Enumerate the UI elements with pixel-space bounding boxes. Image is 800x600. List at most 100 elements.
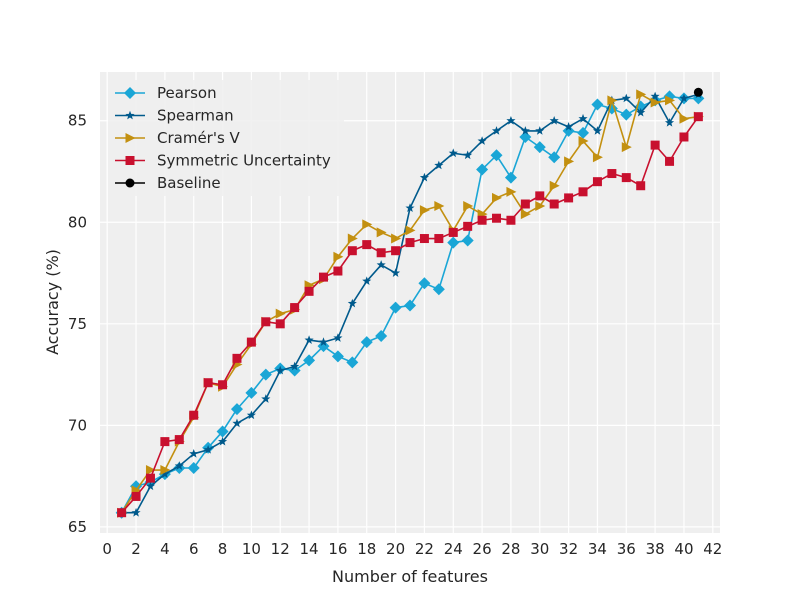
x-tick-label: 16 [328,540,347,558]
legend-label: Cramér's V [157,129,241,147]
data-point-pearson [548,151,561,164]
data-point-cramer-s-v [506,186,517,197]
legend-marker [125,110,135,120]
data-point-spearman [419,172,429,182]
data-point-cramer-s-v [549,180,560,191]
data-point-spearman [405,203,415,212]
data-point-symmetric-uncertainty [174,435,184,445]
data-point-symmetric-uncertainty [304,286,314,296]
data-point-symmetric-uncertainty [607,169,617,179]
data-point-cramer-s-v [333,251,344,262]
y-tick-label: 70 [68,416,87,434]
data-point-cramer-s-v [564,156,575,167]
data-point-pearson [245,386,258,399]
series-baseline [693,87,703,97]
data-point-symmetric-uncertainty [232,353,242,363]
data-point-spearman [679,93,689,103]
data-point-pearson [187,462,200,475]
data-point-spearman [232,418,242,428]
data-point-symmetric-uncertainty [477,215,487,225]
data-point-cramer-s-v [679,113,690,124]
data-point-pearson [620,108,633,121]
data-point-symmetric-uncertainty [679,132,689,142]
data-point-cramer-s-v [492,192,503,203]
data-point-cramer-s-v [621,142,632,153]
data-point-spearman [275,365,285,375]
x-tick-label: 36 [617,540,636,558]
data-point-symmetric-uncertainty [419,234,429,244]
data-point-symmetric-uncertainty [636,181,646,191]
data-point-baseline [693,87,703,97]
x-tick-label: 38 [646,540,665,558]
data-point-symmetric-uncertainty [506,215,516,225]
x-tick-label: 20 [386,540,405,558]
data-point-spearman [145,481,156,491]
data-point-spearman [636,107,646,117]
data-point-spearman [621,93,631,103]
data-point-spearman [203,444,213,454]
data-point-pearson [303,354,316,367]
data-point-spearman [650,91,660,101]
x-tick-label: 42 [703,540,722,558]
x-tick-label: 34 [588,540,607,558]
data-point-symmetric-uncertainty [145,473,155,483]
data-point-cramer-s-v [636,89,647,100]
data-point-cramer-s-v [578,136,589,147]
data-point-symmetric-uncertainty [621,173,631,183]
data-point-spearman [564,122,574,131]
legend: Pearson Spearman Cramér's V Symmetric Uncer… [108,80,344,196]
data-point-cramer-s-v [391,233,402,244]
legend-item-spearman: Spearman [115,107,234,125]
y-axis-ticks: 65 70 75 80 85 [68,112,87,536]
x-axis-ticks: 0 2 4 6 8 10 12 14 16 18 20 22 24 26 28 30 32 34 36 38 40 42 [102,540,722,558]
y-tick-label: 85 [68,112,87,130]
x-tick-label: 28 [501,540,520,558]
data-point-symmetric-uncertainty [290,303,300,313]
data-point-symmetric-uncertainty [246,337,256,347]
data-point-spearman [506,115,516,125]
series-symmetric-uncertainty [117,112,703,518]
data-point-pearson [346,356,359,369]
data-point-pearson [360,336,373,349]
x-tick-label: 2 [131,540,141,558]
data-point-spearman [376,260,386,269]
data-point-symmetric-uncertainty [578,187,588,197]
x-tick-label: 6 [189,540,199,558]
data-point-cramer-s-v [463,201,474,212]
y-axis-label: Accuracy (%) [43,249,62,355]
data-point-symmetric-uncertainty [275,319,285,329]
x-tick-label: 10 [242,540,261,558]
data-point-symmetric-uncertainty [448,227,458,237]
data-point-symmetric-uncertainty [261,317,271,327]
data-point-spearman [261,394,271,403]
data-point-symmetric-uncertainty [592,177,602,187]
data-point-symmetric-uncertainty [362,240,372,250]
data-point-cramer-s-v [535,201,546,212]
data-point-symmetric-uncertainty [434,234,444,244]
data-point-symmetric-uncertainty [405,238,415,248]
data-point-pearson [404,299,416,312]
x-axis-label: Number of features [332,567,488,586]
data-point-spearman [535,126,545,135]
x-tick-label: 12 [271,540,290,558]
x-tick-label: 4 [160,540,170,558]
data-point-cramer-s-v [592,152,603,163]
data-point-spearman [246,410,256,420]
data-point-spearman [131,507,141,517]
data-point-spearman [391,268,401,277]
legend-marker [124,87,136,99]
data-point-spearman [333,333,343,342]
data-point-cramer-s-v [650,97,661,108]
data-point-spearman [448,148,458,158]
data-point-pearson [562,124,575,137]
data-point-symmetric-uncertainty [492,213,502,223]
data-point-spearman [463,150,473,160]
data-point-spearman [664,117,675,127]
data-point-pearson [504,171,517,184]
legend-marker [125,133,136,143]
data-point-spearman [304,335,314,344]
data-point-spearman [477,136,487,145]
data-point-pearson [577,126,590,139]
legend-label: Pearson [157,84,217,102]
